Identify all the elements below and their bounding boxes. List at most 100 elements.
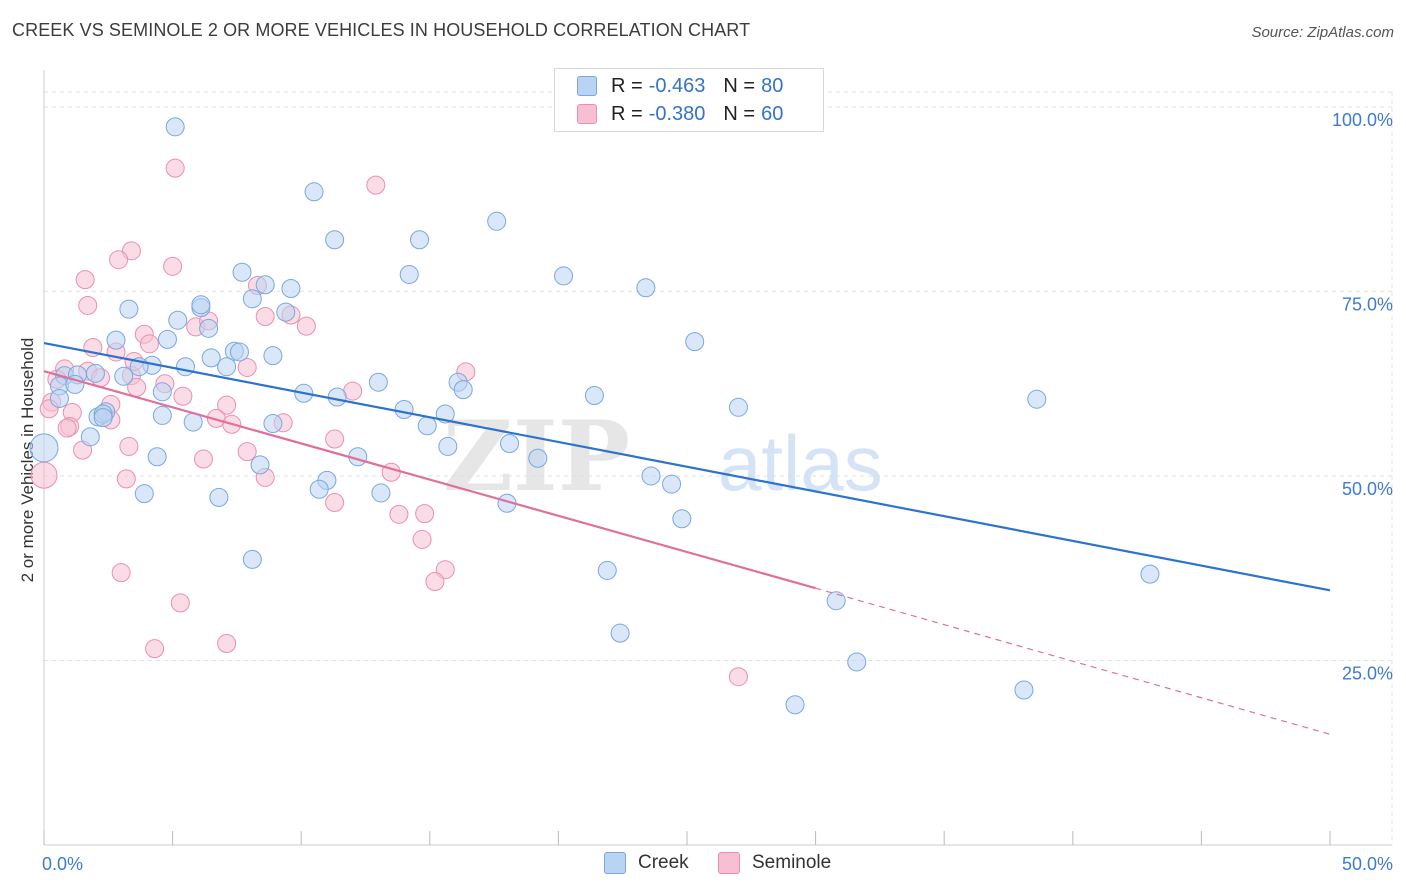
seminole-point	[389, 504, 409, 524]
seminole-points	[30, 158, 748, 687]
creek-point	[500, 433, 520, 453]
seminole-point	[170, 593, 190, 613]
creek-r-label: R =	[611, 74, 643, 97]
correlation-legend: R = -0.463 N = 80 R = -0.380 N = 60	[554, 68, 824, 132]
creek-trendline	[43, 342, 1331, 592]
creek-legend-swatch	[604, 852, 626, 874]
seminole-point	[237, 442, 257, 462]
seminole-point	[30, 461, 58, 489]
x-tick-label: 50.0%	[1342, 854, 1393, 874]
seminole-point	[255, 307, 275, 327]
creek-point	[1140, 564, 1160, 584]
seminole-point	[217, 395, 237, 415]
creek-point	[232, 262, 252, 282]
seminole-point	[78, 295, 98, 315]
creek-point	[157, 329, 177, 349]
creek-point	[371, 483, 391, 503]
creek-point	[255, 275, 275, 295]
creek-point	[217, 357, 237, 377]
creek-n-label: N =	[723, 74, 756, 97]
creek-point	[276, 302, 296, 322]
series-legend: Creek Seminole	[0, 850, 1406, 880]
creek-r-value: -0.463	[648, 74, 706, 97]
creek-point	[528, 448, 548, 468]
creek-swatch	[577, 76, 597, 96]
seminole-point	[415, 504, 435, 524]
seminole-legend-swatch	[718, 852, 740, 874]
creek-point	[410, 230, 430, 250]
seminole-point	[325, 429, 345, 449]
seminole-point	[728, 667, 748, 687]
seminole-point	[366, 175, 386, 195]
creek-point	[685, 332, 705, 352]
creek-point	[152, 405, 172, 425]
creek-point	[368, 372, 388, 392]
creek-legend-label: Creek	[638, 852, 689, 873]
creek-point	[487, 211, 507, 231]
legend-item-seminole[interactable]: Seminole	[718, 852, 831, 874]
creek-point	[309, 479, 329, 499]
seminole-point	[325, 493, 345, 513]
creek-point	[49, 388, 69, 408]
creek-point	[597, 560, 617, 580]
seminole-n-label: N =	[723, 102, 756, 125]
seminole-trendline-extension	[815, 587, 1331, 735]
creek-point	[263, 414, 283, 434]
seminole-point	[139, 334, 159, 354]
creek-point	[672, 509, 692, 529]
creek-point	[134, 484, 154, 504]
seminole-n-value: 60	[761, 102, 784, 125]
creek-point	[636, 278, 656, 298]
creek-point	[152, 382, 172, 402]
creek-point	[785, 695, 805, 715]
seminole-r-label: R =	[611, 102, 643, 125]
creek-point	[168, 310, 188, 330]
seminole-point	[217, 634, 237, 653]
creek-point	[662, 474, 682, 494]
creek-point	[554, 266, 574, 286]
creek-point	[191, 295, 211, 315]
creek-point	[304, 182, 324, 202]
creek-point	[106, 330, 126, 350]
legend-row-creek: R = -0.463 N = 80	[577, 72, 783, 100]
seminole-point	[173, 386, 193, 406]
creek-point	[281, 278, 301, 298]
creek-point	[250, 455, 270, 475]
seminole-point	[165, 158, 185, 178]
creek-point	[29, 433, 59, 463]
creek-point	[1014, 680, 1034, 700]
watermark: ZIP atlas	[443, 400, 883, 513]
creek-point	[242, 289, 262, 309]
seminole-point	[57, 418, 77, 438]
source-label: Source: ZipAtlas.com	[1251, 24, 1394, 41]
seminole-point	[237, 357, 257, 377]
creek-point	[327, 387, 347, 407]
creek-point	[453, 380, 473, 400]
seminole-point	[119, 436, 139, 456]
trendlines	[43, 342, 1331, 735]
y-tick-label: 25.0%	[1342, 663, 1393, 683]
creek-point	[147, 447, 167, 467]
creek-point	[728, 397, 748, 417]
creek-point	[438, 436, 458, 456]
seminole-point	[116, 469, 136, 489]
legend-item-creek[interactable]: Creek	[604, 852, 689, 874]
creek-point	[65, 374, 85, 394]
creek-point	[584, 386, 604, 405]
creek-point	[80, 427, 100, 447]
creek-point	[641, 466, 661, 486]
x-tick-label: 0.0%	[42, 854, 83, 874]
tick-labels: 25.0% 50.0% 75.0% 100.0% 0.0% 50.0%	[42, 110, 1393, 874]
seminole-swatch	[577, 104, 597, 124]
seminole-r-value: -0.380	[648, 102, 706, 125]
creek-point	[1027, 389, 1047, 409]
seminole-point	[109, 250, 129, 270]
creek-point	[93, 408, 113, 428]
creek-point	[325, 230, 345, 250]
creek-point	[399, 264, 419, 284]
creek-point	[199, 318, 219, 338]
creek-point	[119, 299, 139, 319]
seminole-point	[412, 529, 432, 549]
seminole-point	[111, 563, 131, 583]
creek-point	[263, 346, 283, 366]
